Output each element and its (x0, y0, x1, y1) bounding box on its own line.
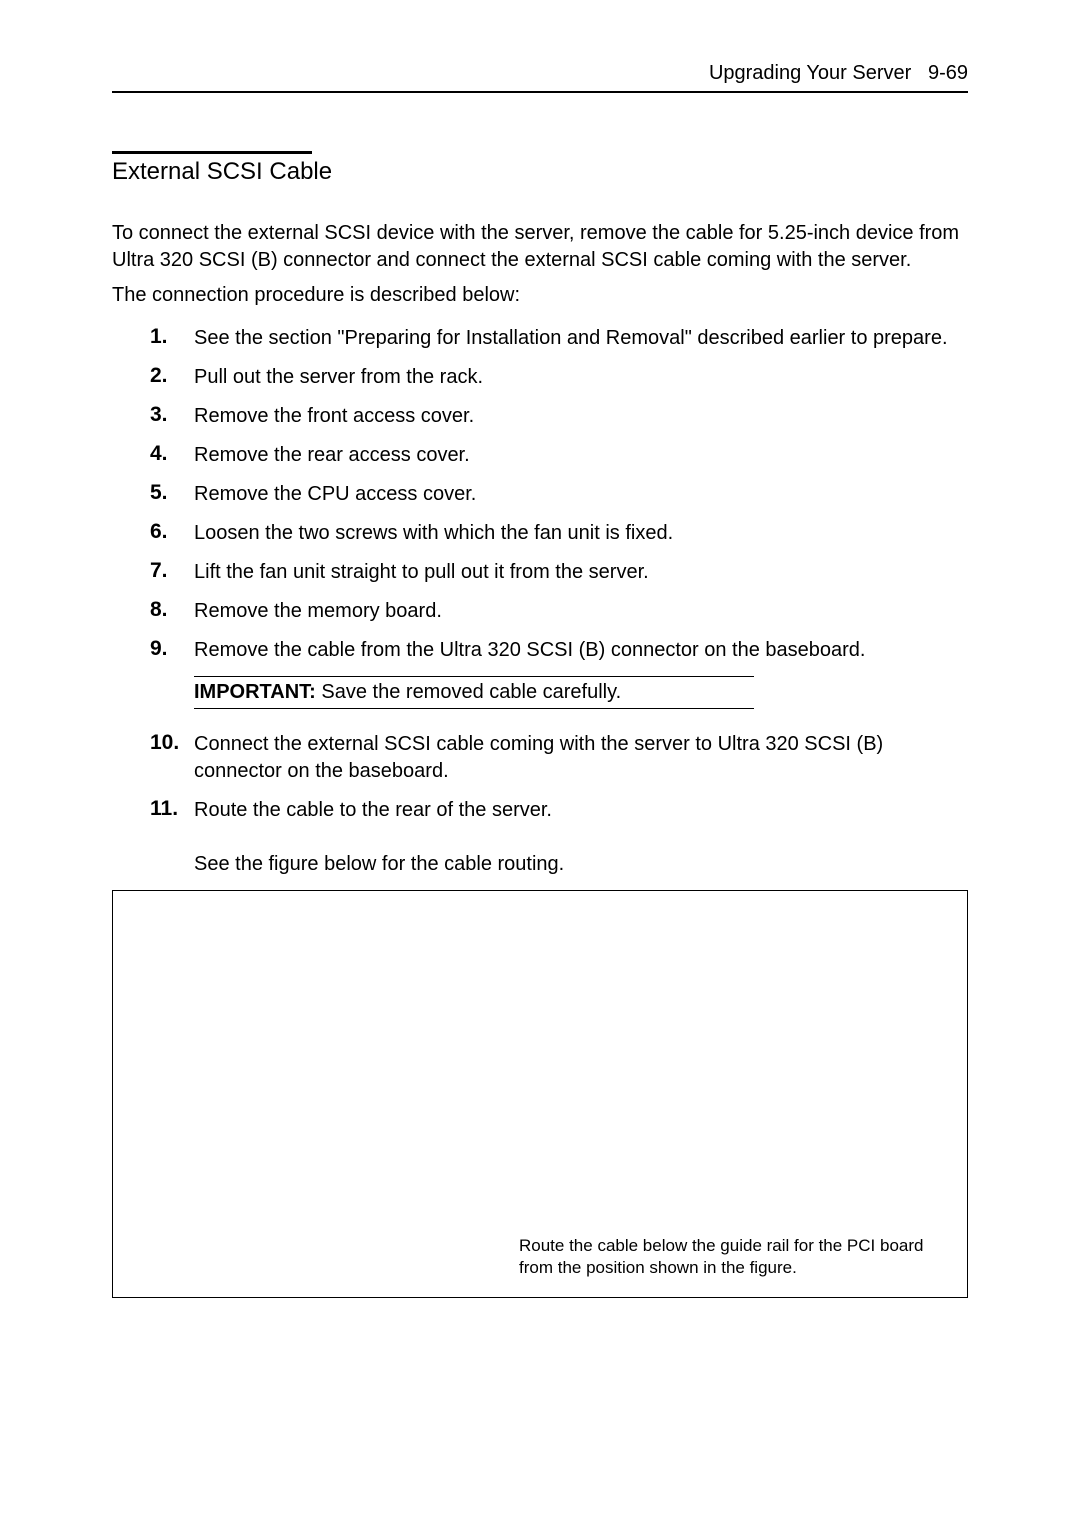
step-text: Connect the external SCSI cable coming w… (194, 731, 968, 785)
step-number: 1. (150, 325, 194, 349)
figure-placeholder: Route the cable below the guide rail for… (112, 890, 968, 1298)
important-rule-bottom (194, 708, 754, 709)
step-number: 2. (150, 364, 194, 388)
step-text: Remove the rear access cover. (194, 442, 968, 469)
step-text: Remove the front access cover. (194, 403, 968, 430)
step-item: 5.Remove the CPU access cover. (150, 481, 968, 508)
page-header: Upgrading Your Server 9-69 (112, 62, 968, 91)
page-number: 9-69 (928, 62, 968, 84)
intro-paragraph-2: The connection procedure is described be… (112, 284, 968, 307)
step-text: Pull out the server from the rack. (194, 364, 968, 391)
step-item: 3.Remove the front access cover. (150, 403, 968, 430)
important-label: IMPORTANT: (194, 681, 316, 703)
step-text: See the section "Preparing for Installat… (194, 325, 968, 352)
step-text: Remove the CPU access cover. (194, 481, 968, 508)
step-item: 9.Remove the cable from the Ultra 320 SC… (150, 637, 968, 664)
step-text: Lift the fan unit straight to pull out i… (194, 559, 968, 586)
section-title-rule (112, 151, 312, 154)
header-rule (112, 91, 968, 93)
step-item: 7.Lift the fan unit straight to pull out… (150, 559, 968, 586)
figure-caption: Route the cable below the guide rail for… (519, 1235, 949, 1279)
step-number: 6. (150, 520, 194, 544)
step-11-line-b: See the figure below for the cable routi… (194, 853, 564, 875)
step-number: 8. (150, 598, 194, 622)
step-number: 3. (150, 403, 194, 427)
step-number: 4. (150, 442, 194, 466)
step-text: Route the cable to the rear of the serve… (194, 797, 968, 878)
important-note: IMPORTANT: Save the removed cable carefu… (194, 676, 754, 709)
step-item: 6.Loosen the two screws with which the f… (150, 520, 968, 547)
step-item: 10.Connect the external SCSI cable comin… (150, 731, 968, 785)
step-number: 9. (150, 637, 194, 661)
step-item: 1.See the section "Preparing for Install… (150, 325, 968, 352)
step-item: 11. Route the cable to the rear of the s… (150, 797, 968, 878)
step-number: 5. (150, 481, 194, 505)
step-number: 11. (150, 797, 194, 821)
important-body: Save the removed cable carefully. (316, 681, 621, 703)
step-number: 7. (150, 559, 194, 583)
document-page: Upgrading Your Server 9-69 External SCSI… (0, 0, 1080, 1298)
steps-list: 1.See the section "Preparing for Install… (150, 325, 968, 664)
intro-paragraph-1: To connect the external SCSI device with… (112, 220, 968, 274)
step-text: Loosen the two screws with which the fan… (194, 520, 968, 547)
section-title: External SCSI Cable (112, 158, 968, 186)
step-text: Remove the cable from the Ultra 320 SCSI… (194, 637, 968, 664)
step-item: 2.Pull out the server from the rack. (150, 364, 968, 391)
step-11-line-a: Route the cable to the rear of the serve… (194, 799, 552, 821)
step-number: 10. (150, 731, 194, 755)
chapter-title: Upgrading Your Server (709, 62, 911, 84)
step-item: 4.Remove the rear access cover. (150, 442, 968, 469)
step-text: Remove the memory board. (194, 598, 968, 625)
steps-list-continued: 10.Connect the external SCSI cable comin… (150, 731, 968, 878)
important-text: IMPORTANT: Save the removed cable carefu… (194, 677, 754, 708)
step-item: 8.Remove the memory board. (150, 598, 968, 625)
